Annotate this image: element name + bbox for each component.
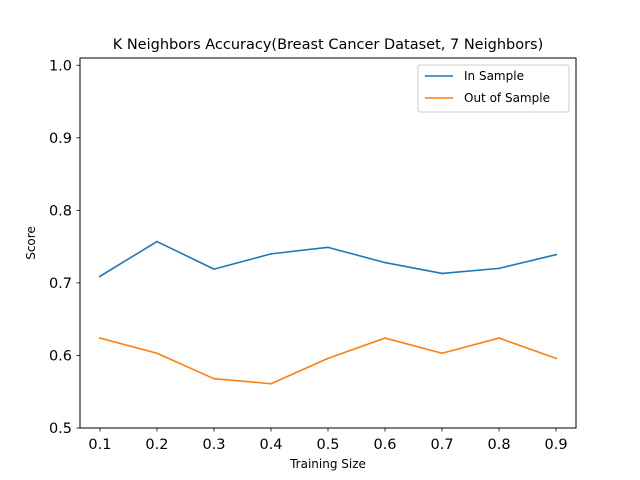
data-point-out-of-sample	[213, 377, 215, 380]
chart-title: K Neighbors Accuracy(Breast Cancer Datas…	[113, 37, 544, 53]
data-point-out-of-sample	[498, 337, 500, 339]
series-layer	[98, 240, 558, 385]
x-tick-label: 0.2	[145, 437, 168, 453]
data-point-in-sample	[270, 252, 272, 255]
y-axis-ticks: 0.5 0.6 0.7 0.8 0.9 1.0	[49, 58, 80, 437]
x-tick-label: 0.1	[88, 437, 111, 453]
data-point-in-sample	[555, 253, 557, 256]
data-point-out-of-sample	[441, 352, 443, 355]
x-axis-label: Training Size	[289, 457, 366, 471]
x-tick-label: 0.6	[373, 437, 396, 453]
data-point-in-sample	[213, 268, 215, 271]
x-axis-ticks: 0.1 0.2 0.3 0.4 0.5 0.6 0.7 0.8 0.9	[88, 428, 568, 453]
data-point-in-sample	[156, 240, 158, 243]
data-point-in-sample	[498, 267, 500, 270]
data-point-out-of-sample	[327, 357, 329, 360]
legend-label-out-of-sample: Out of Sample	[464, 91, 550, 105]
y-axis-label: Score	[24, 226, 38, 260]
y-tick-label: 0.5	[49, 421, 72, 437]
y-tick-label: 1.0	[49, 58, 72, 74]
x-tick-label: 0.4	[259, 437, 282, 453]
legend: In Sample Out of Sample	[417, 64, 570, 113]
data-point-out-of-sample	[555, 357, 557, 360]
y-tick-label: 0.7	[49, 276, 72, 292]
plot-frame	[79, 57, 577, 429]
x-tick-label: 0.8	[488, 437, 511, 453]
y-tick-label: 0.8	[49, 203, 72, 219]
legend-frame	[417, 64, 570, 113]
data-point-in-sample	[384, 261, 386, 264]
x-tick-label: 0.7	[430, 437, 453, 453]
x-tick-label: 0.9	[545, 437, 568, 453]
data-point-in-sample	[327, 246, 329, 249]
x-tick-label: 0.5	[316, 437, 339, 453]
data-point-out-of-sample	[99, 337, 101, 339]
legend-label-in-sample: In Sample	[464, 69, 524, 83]
data-point-in-sample	[441, 272, 443, 275]
x-tick-label: 0.3	[202, 437, 225, 453]
data-point-out-of-sample	[270, 382, 272, 385]
y-tick-label: 0.9	[49, 131, 72, 147]
data-point-in-sample	[99, 275, 101, 278]
data-point-out-of-sample	[156, 352, 158, 355]
plot-background	[80, 58, 576, 428]
y-tick-label: 0.6	[49, 348, 72, 364]
data-point-out-of-sample	[384, 337, 386, 339]
